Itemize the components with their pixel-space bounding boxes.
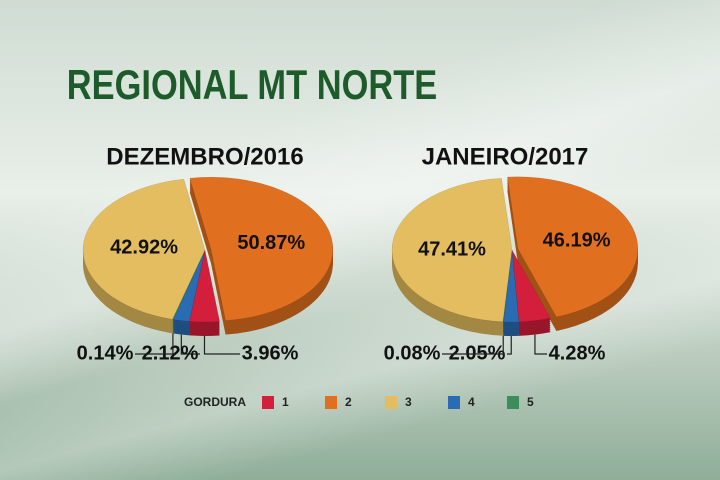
- data-label: 3.96%: [242, 342, 299, 364]
- main-title: REGIONAL MT NORTE: [67, 62, 437, 109]
- slice: [173, 249, 206, 322]
- legend-label: 5: [527, 395, 534, 409]
- slice: [511, 249, 551, 323]
- legend-swatch: [448, 396, 460, 409]
- leader-line: [442, 335, 504, 355]
- legend-label: 3: [405, 395, 412, 409]
- legend-swatch: [325, 396, 337, 409]
- legend-label: 2: [345, 395, 352, 409]
- slice: [391, 178, 513, 323]
- leader-line: [203, 335, 240, 355]
- legend-swatch: [507, 396, 519, 409]
- leader-line: [180, 334, 200, 355]
- legend-label: 4: [468, 395, 475, 409]
- legend-swatch: [385, 396, 397, 409]
- data-label: 42.92%: [110, 237, 178, 259]
- legend-swatch: [262, 396, 274, 409]
- leader-line: [135, 333, 174, 355]
- data-label: 2.12%: [142, 342, 199, 364]
- data-label: 2.05%: [449, 342, 506, 364]
- legend-title: GORDURA: [184, 395, 246, 409]
- slice: [172, 249, 206, 320]
- data-label: 0.14%: [77, 342, 134, 364]
- data-label: 4.28%: [549, 342, 606, 364]
- slice: [189, 249, 220, 323]
- slice: [82, 178, 206, 320]
- chart-subtitle: DEZEMBRO/2016: [106, 143, 303, 170]
- data-label: 50.87%: [237, 232, 305, 254]
- chart-subtitle: JANEIRO/2017: [422, 143, 589, 170]
- slice: [503, 249, 520, 323]
- leader-line: [534, 334, 547, 355]
- data-label: 47.41%: [418, 238, 486, 260]
- leader-line: [507, 335, 512, 355]
- slice: [507, 176, 639, 318]
- data-label: 0.08%: [384, 342, 441, 364]
- data-label: 46.19%: [543, 230, 611, 252]
- slice: [189, 176, 334, 321]
- legend-label: 1: [282, 395, 289, 409]
- slice: [502, 249, 513, 323]
